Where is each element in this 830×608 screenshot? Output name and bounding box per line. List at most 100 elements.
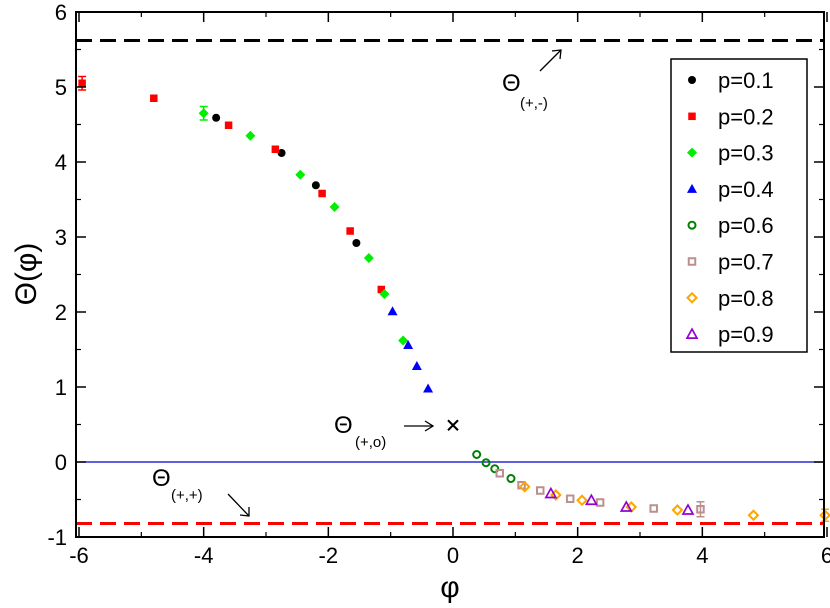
data-point-s6-2 [576, 494, 588, 507]
legend-marker-0 [688, 76, 696, 84]
data-point-s2-6 [398, 335, 409, 346]
data-point-s7-2 [619, 500, 633, 512]
legend-label-5: p=0.7 [718, 250, 774, 275]
data-point-s6-5 [747, 509, 760, 522]
data-point-s5-4 [595, 498, 605, 507]
legend-item-5: p=0.7 [687, 250, 774, 275]
data-point-s1-3 [271, 145, 280, 153]
legend-item-7: p=0.9 [685, 322, 774, 347]
data-point-s1-5 [346, 227, 354, 235]
legend-label-2: p=0.3 [718, 141, 774, 166]
legend-marker-7 [685, 327, 699, 339]
legend-item-2: p=0.3 [687, 141, 774, 166]
data-point-s5-6 [696, 505, 705, 514]
data-point-s3-3 [423, 383, 434, 393]
data-point-s5-5 [649, 504, 658, 513]
annotation-arrow-plus-minus [539, 49, 562, 72]
annotation-arrow-plus-plus [227, 493, 250, 517]
y-tick-label-1: 0 [55, 450, 67, 475]
annotation-theta-plus-zero-main: Θ [334, 412, 353, 439]
data-point-s3-0 [387, 306, 398, 316]
annotation-theta-plus-plus: Θ (+,+) [152, 465, 250, 517]
annotation-theta-plus-zero-sub: (+,o) [355, 434, 386, 451]
data-point-s5-0 [495, 469, 504, 478]
data-point-s2-2 [295, 169, 306, 180]
x-tick-label-3: 0 [447, 543, 459, 568]
data-point-s6-6 [819, 509, 830, 522]
data-point-s0-2 [311, 181, 320, 190]
y-tick-label-5: 4 [55, 150, 67, 175]
series-3 [387, 306, 434, 393]
y-tick-label-7: 6 [55, 0, 67, 25]
data-points [78, 79, 830, 522]
data-point-s1-4 [318, 189, 326, 198]
tick-labels: -6 -4 -2 0 2 4 6 -1 0 1 2 3 4 5 6 [47, 0, 830, 568]
legend-marker-5 [687, 257, 697, 266]
data-point-s4-1 [481, 458, 491, 468]
legend-box [670, 58, 808, 353]
legend-marker-4 [687, 220, 697, 230]
x-tick-label-1: -4 [194, 543, 214, 568]
annotation-arrowhead-plus-minus [551, 49, 562, 60]
legend-label-0: p=0.1 [718, 68, 774, 93]
data-point-s0-3 [352, 239, 361, 247]
y-axis-title: Θ(φ) [10, 243, 43, 306]
annotation-theta-plus-minus-sub: (+,-) [520, 95, 548, 112]
legend-item-4: p=0.6 [687, 213, 774, 238]
data-point-s1-6 [377, 285, 386, 294]
data-point-s2-1 [245, 130, 256, 141]
data-point-s7-3 [681, 503, 695, 515]
annotation-theta-plus-minus: Θ (+,-) [502, 49, 562, 112]
y-tick-label-3: 2 [55, 300, 67, 325]
legend-label-4: p=0.6 [718, 213, 774, 238]
data-point-s6-0 [518, 480, 531, 493]
series-4 [472, 450, 516, 483]
data-point-s2-0 [198, 108, 209, 119]
legend: p=0.1 p=0.2 p=0.3 p=0.4 p=0.6 p=0.7 p=0.8 p=0.9 [670, 58, 808, 353]
data-point-s2-3 [329, 202, 340, 212]
error-bar-2 [696, 501, 705, 518]
legend-label-3: p=0.4 [718, 177, 774, 202]
data-point-s1-2 [224, 121, 233, 129]
annotation-theta-plus-zero: Θ (+,o) [334, 412, 435, 451]
data-point-s6-4 [671, 504, 684, 516]
legend-marker-3 [687, 183, 697, 193]
reference-lines [76, 39, 824, 525]
special-points [447, 419, 459, 431]
y-tick-label-6: 5 [55, 75, 67, 100]
x-tick-label-6: 6 [821, 543, 830, 568]
data-point-s1-1 [150, 94, 158, 102]
legend-label-1: p=0.2 [718, 104, 774, 129]
annotation-arrowhead-plus-plus [239, 507, 250, 517]
data-point-s4-2 [490, 464, 500, 474]
annotation-arrowhead-plus-zero [424, 420, 435, 432]
series-7 [544, 486, 695, 515]
annotation-theta-plus-plus-main: Θ [152, 465, 171, 492]
data-point-s4-3 [506, 474, 516, 483]
x-tick-label-5: 4 [696, 543, 708, 568]
data-point-s2-5 [379, 289, 390, 299]
y-tick-label-4: 3 [55, 225, 67, 250]
legend-marker-2 [687, 147, 697, 158]
y-tick-label-0: -1 [47, 525, 67, 550]
legend-item-1: p=0.2 [688, 104, 774, 129]
x-tick-label-4: 2 [572, 543, 584, 568]
x-tick-label-2: -2 [319, 543, 339, 568]
data-point-s5-3 [565, 494, 575, 503]
axis-ticks [76, 11, 828, 538]
data-point-s1-0 [78, 79, 86, 87]
legend-marker-6 [686, 291, 698, 304]
data-point-s3-2 [411, 361, 422, 370]
series-0 [212, 113, 361, 247]
x-tick-label-0: -6 [69, 543, 89, 568]
legend-label-6: p=0.8 [718, 286, 774, 311]
special-point-0 [447, 419, 459, 431]
legend-items: p=0.1 p=0.2 p=0.3 p=0.4 p=0.6 p=0.7 p=0.8 p=0.9 [685, 68, 774, 347]
data-point-s5-2 [536, 486, 545, 495]
legend-label-7: p=0.9 [718, 322, 774, 347]
legend-item-6: p=0.8 [686, 286, 774, 311]
series-2 [198, 108, 409, 346]
legend-item-0: p=0.1 [688, 68, 774, 93]
data-point-s4-0 [472, 450, 482, 459]
